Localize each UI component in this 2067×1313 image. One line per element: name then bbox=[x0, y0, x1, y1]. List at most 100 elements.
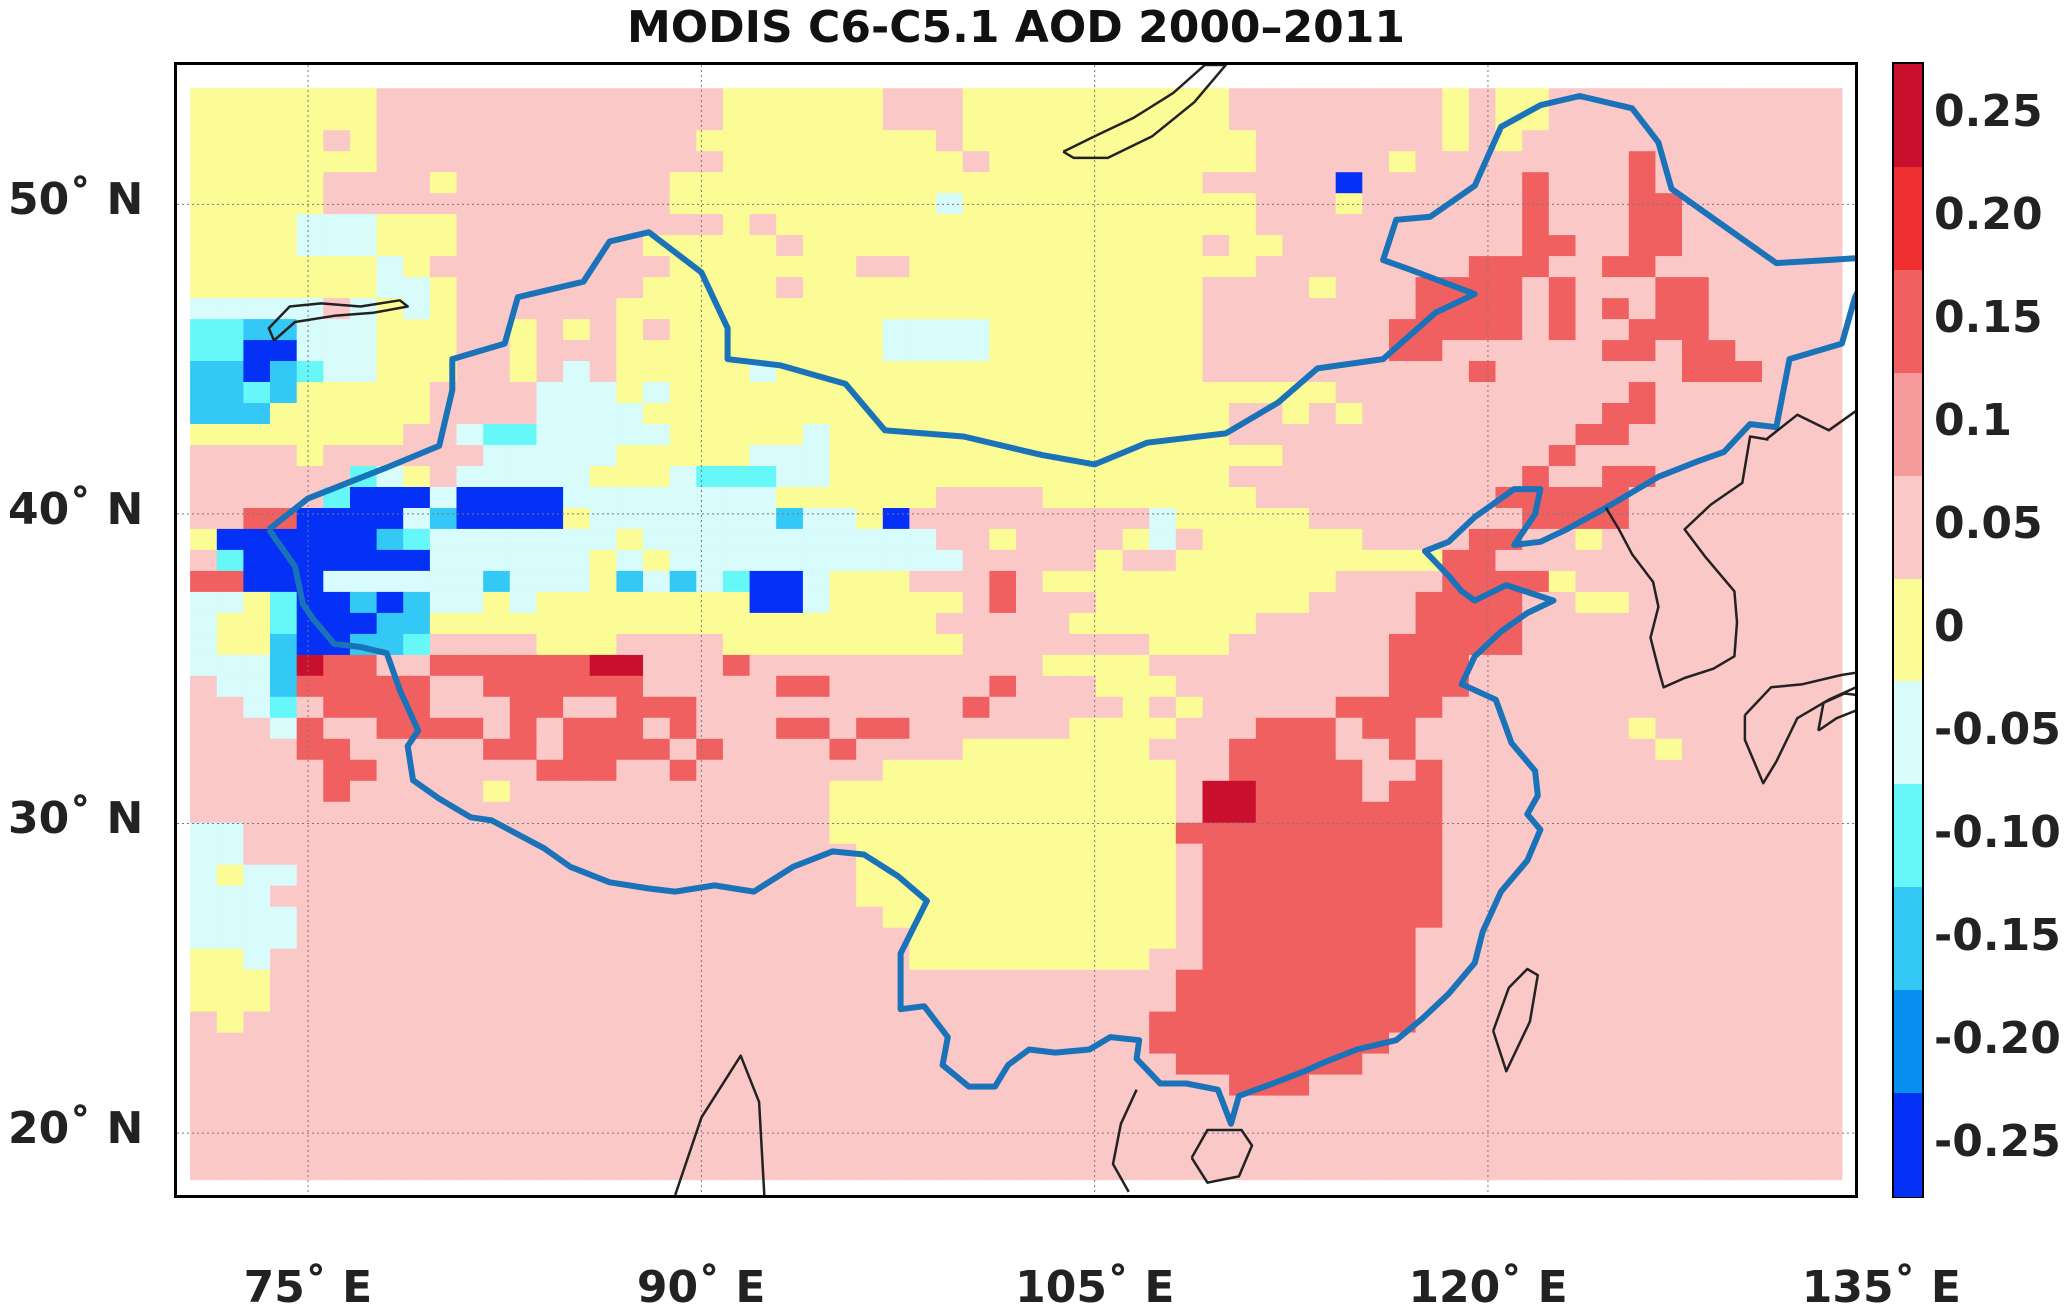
aod-cell bbox=[882, 151, 910, 173]
aod-cell bbox=[589, 1095, 617, 1118]
aod-cell bbox=[563, 843, 591, 866]
aod-cell bbox=[749, 528, 777, 551]
aod-cell bbox=[1122, 822, 1150, 845]
aod-cell bbox=[776, 654, 804, 677]
aod-cell bbox=[429, 151, 458, 173]
aod-cell bbox=[1548, 570, 1576, 593]
latitude-label: 40˚ N bbox=[8, 483, 144, 535]
aod-cell bbox=[350, 1074, 378, 1097]
aod-cell bbox=[1175, 927, 1203, 950]
aod-cell bbox=[429, 528, 458, 551]
aod-cell bbox=[749, 403, 777, 425]
aod-cell bbox=[1069, 738, 1097, 761]
aod-cell bbox=[1468, 1158, 1497, 1181]
aod-cell bbox=[1655, 906, 1683, 929]
aod-cell bbox=[509, 591, 537, 614]
aod-cell bbox=[1522, 1137, 1550, 1160]
aod-cell bbox=[1095, 780, 1124, 803]
aod-cell bbox=[350, 948, 378, 971]
aod-cell bbox=[1548, 487, 1576, 509]
aod-cell bbox=[456, 1032, 484, 1055]
aod-cell bbox=[456, 151, 484, 173]
aod-cell bbox=[1282, 969, 1310, 992]
aod-cell bbox=[909, 340, 937, 362]
aod-cell bbox=[1282, 445, 1310, 467]
aod-cell bbox=[1495, 591, 1523, 614]
aod-cell bbox=[696, 1137, 724, 1160]
aod-cell bbox=[1468, 466, 1497, 488]
aod-cell bbox=[1762, 109, 1790, 131]
aod-cell bbox=[456, 403, 484, 425]
aod-cell bbox=[323, 717, 351, 740]
aod-cell bbox=[1016, 1158, 1044, 1181]
aod-cell bbox=[270, 822, 298, 845]
aod-cell bbox=[589, 424, 617, 446]
aod-cell bbox=[1069, 1116, 1097, 1139]
aod-cell bbox=[350, 508, 378, 530]
aod-cell bbox=[749, 780, 777, 803]
aod-cell bbox=[216, 1095, 244, 1118]
aod-cell bbox=[1442, 235, 1470, 257]
aod-cell bbox=[456, 738, 484, 761]
aod-cell bbox=[589, 298, 617, 320]
aod-cell bbox=[616, 508, 644, 530]
aod-cell bbox=[190, 1158, 218, 1181]
aod-cell bbox=[856, 969, 884, 992]
aod-cell bbox=[696, 675, 724, 698]
aod-cell bbox=[1095, 1158, 1124, 1181]
aod-cell bbox=[536, 256, 564, 278]
aod-cell bbox=[1495, 780, 1523, 803]
aod-cell bbox=[1655, 801, 1683, 824]
aod-cell bbox=[1282, 528, 1310, 551]
aod-cell bbox=[296, 1032, 324, 1055]
aod-cell bbox=[696, 445, 724, 467]
aod-cell bbox=[296, 277, 324, 299]
aod-cell bbox=[776, 277, 804, 299]
aod-cell bbox=[1762, 1074, 1790, 1097]
aod-cell bbox=[776, 1074, 804, 1097]
aod-cell bbox=[749, 822, 777, 845]
aod-cell bbox=[856, 1074, 884, 1097]
aod-cell bbox=[1762, 88, 1790, 110]
aod-cell bbox=[1442, 256, 1470, 278]
aod-cell bbox=[429, 738, 458, 761]
aod-cell bbox=[323, 675, 351, 698]
aod-cell bbox=[1522, 256, 1550, 278]
aod-cell bbox=[270, 864, 298, 887]
aod-cell bbox=[1335, 298, 1363, 320]
aod-cell bbox=[1149, 675, 1177, 698]
aod-cell bbox=[989, 1137, 1017, 1160]
aod-cell bbox=[1628, 717, 1656, 740]
aod-cell bbox=[1522, 570, 1550, 593]
aod-cell bbox=[829, 277, 857, 299]
aod-cell bbox=[1389, 591, 1417, 614]
aod-cell bbox=[536, 822, 564, 845]
aod-cell bbox=[1602, 214, 1630, 236]
aod-cell bbox=[1362, 885, 1390, 908]
aod-cell bbox=[1815, 1011, 1843, 1034]
aod-cell bbox=[403, 822, 431, 845]
aod-cell bbox=[243, 1011, 271, 1034]
aod-cell bbox=[856, 151, 884, 173]
aod-cell bbox=[1389, 403, 1417, 425]
aod-cell bbox=[350, 696, 378, 719]
aod-cell bbox=[1202, 403, 1230, 425]
aod-cell bbox=[1202, 445, 1230, 467]
aod-cell bbox=[1095, 696, 1124, 719]
aod-cell bbox=[1735, 591, 1763, 614]
aod-cell bbox=[536, 319, 564, 341]
aod-cell bbox=[936, 675, 964, 698]
aod-cell bbox=[296, 508, 324, 530]
aod-cell bbox=[1042, 885, 1070, 908]
aod-cell bbox=[643, 969, 671, 992]
aod-cell bbox=[429, 298, 458, 320]
aod-cell bbox=[1282, 382, 1310, 404]
aod-cell bbox=[1602, 717, 1630, 740]
aod-cell bbox=[1095, 801, 1124, 824]
aod-cell bbox=[1682, 1095, 1710, 1118]
aod-cell bbox=[1255, 906, 1283, 929]
aod-cell bbox=[1202, 340, 1230, 362]
aod-cell bbox=[1495, 822, 1523, 845]
aod-cell bbox=[1069, 256, 1097, 278]
aod-cell bbox=[1069, 382, 1097, 404]
